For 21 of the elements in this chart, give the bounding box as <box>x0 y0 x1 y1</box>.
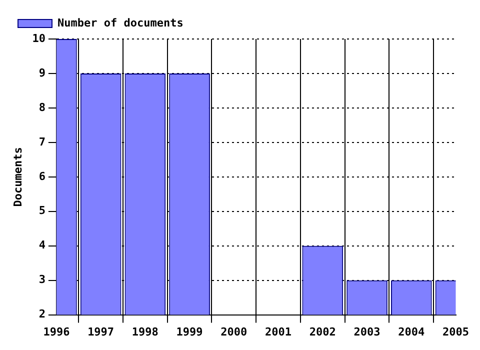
x-tick-label: 1998 <box>132 325 158 338</box>
x-tick-label: 1999 <box>176 325 203 338</box>
y-tick-label: 7 <box>38 135 46 148</box>
y-tick-label: 9 <box>38 66 46 80</box>
x-tick-label: 2001 <box>265 325 292 338</box>
y-tick-label: 5 <box>38 204 46 218</box>
x-tick-label: 2005 <box>442 325 470 338</box>
x-tick-label: 1997 <box>88 325 114 338</box>
x-tick-label: 2002 <box>309 325 336 338</box>
legend-label: Number of documents <box>58 16 184 30</box>
y-tick-label: 3 <box>38 273 46 286</box>
y-tick-label: 6 <box>38 170 46 183</box>
y-tick-label: 4 <box>38 238 46 252</box>
x-tick-label: 2004 <box>398 325 426 338</box>
y-tick-label: 10 <box>32 32 46 45</box>
y-tick-label: 8 <box>38 100 46 114</box>
x-tick-label: 2000 <box>220 325 248 338</box>
y-axis-title: Documents <box>11 147 24 207</box>
x-tick-label: 1996 <box>43 325 70 338</box>
y-tick-label: 2 <box>38 308 46 321</box>
x-tick-label: 2003 <box>354 325 380 338</box>
